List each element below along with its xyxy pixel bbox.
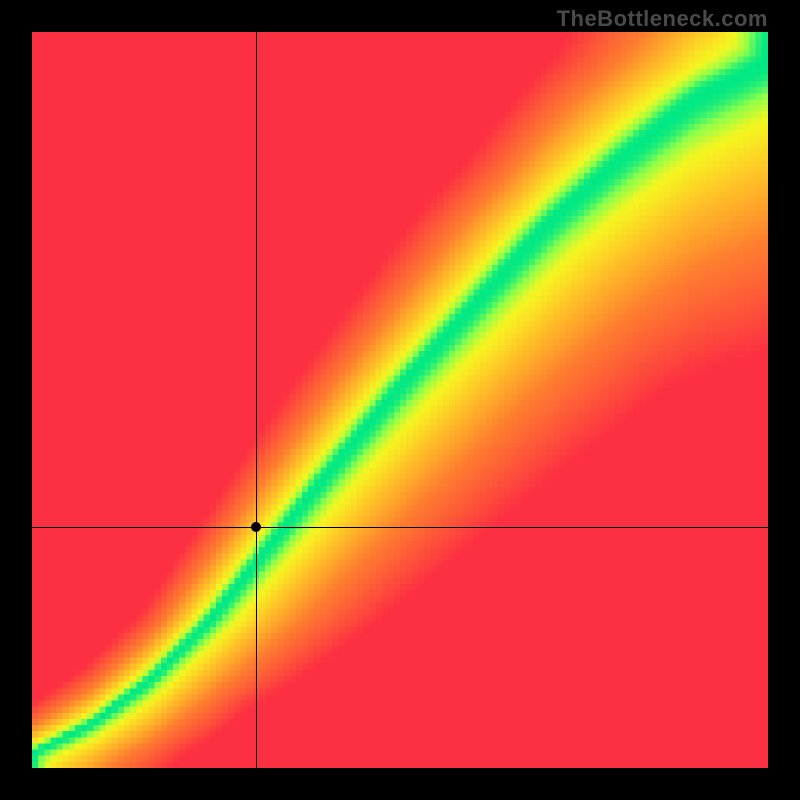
- watermark-text: TheBottleneck.com: [557, 6, 768, 32]
- chart-container: TheBottleneck.com: [0, 0, 800, 800]
- crosshair-horizontal: [32, 527, 768, 528]
- crosshair-vertical: [256, 32, 257, 768]
- heatmap-canvas: [32, 32, 768, 768]
